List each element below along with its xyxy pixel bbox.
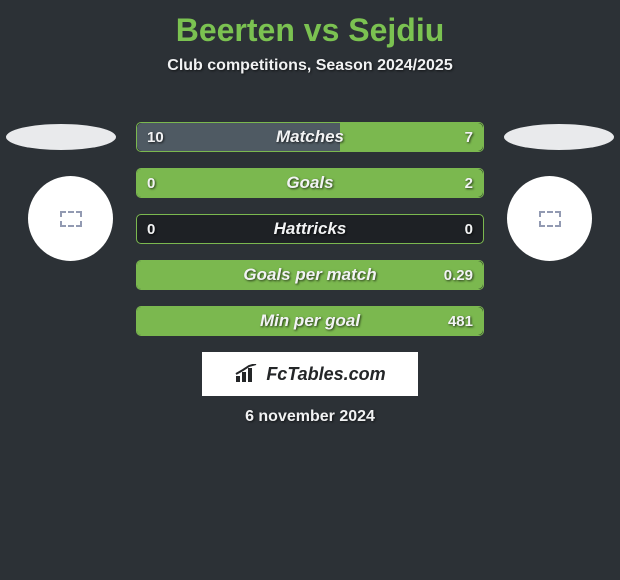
stat-label: Matches bbox=[137, 123, 483, 151]
stat-bars: Matches107Goals02Hattricks00Goals per ma… bbox=[136, 122, 484, 352]
stat-value-left: 0 bbox=[147, 169, 155, 197]
stat-value-right: 0.29 bbox=[444, 261, 473, 289]
stat-value-left: 0 bbox=[147, 215, 155, 243]
date-line: 6 november 2024 bbox=[0, 408, 620, 426]
page-title: Beerten vs Sejdiu bbox=[0, 0, 620, 49]
subtitle: Club competitions, Season 2024/2025 bbox=[0, 57, 620, 75]
stat-value-left: 10 bbox=[147, 123, 164, 151]
stat-value-right: 0 bbox=[465, 215, 473, 243]
stat-label: Hattricks bbox=[137, 215, 483, 243]
stat-row: Min per goal481 bbox=[136, 306, 484, 336]
club-placeholder-icon bbox=[539, 211, 561, 227]
source-logo: FcTables.com bbox=[202, 352, 418, 396]
stat-row: Matches10 7 bbox=[136, 122, 484, 152]
chart-icon bbox=[234, 364, 260, 384]
club-badge-right bbox=[507, 176, 592, 261]
stat-value-right: 7 bbox=[465, 123, 473, 151]
club-badge-left bbox=[28, 176, 113, 261]
stat-label: Goals per match bbox=[137, 261, 483, 289]
comparison-card: Beerten vs Sejdiu Club competitions, Sea… bbox=[0, 0, 620, 580]
stat-row: Hattricks0 0 bbox=[136, 214, 484, 244]
stat-row: Goals per match0.29 bbox=[136, 260, 484, 290]
stat-value-right: 481 bbox=[448, 307, 473, 335]
source-logo-text: FcTables.com bbox=[266, 364, 385, 385]
player-avatar-right bbox=[504, 124, 614, 150]
club-placeholder-icon bbox=[60, 211, 82, 227]
stat-value-right: 2 bbox=[465, 169, 473, 197]
stat-label: Min per goal bbox=[137, 307, 483, 335]
stat-row: Goals0 2 bbox=[136, 168, 484, 198]
player-avatar-left bbox=[6, 124, 116, 150]
stat-label: Goals bbox=[137, 169, 483, 197]
